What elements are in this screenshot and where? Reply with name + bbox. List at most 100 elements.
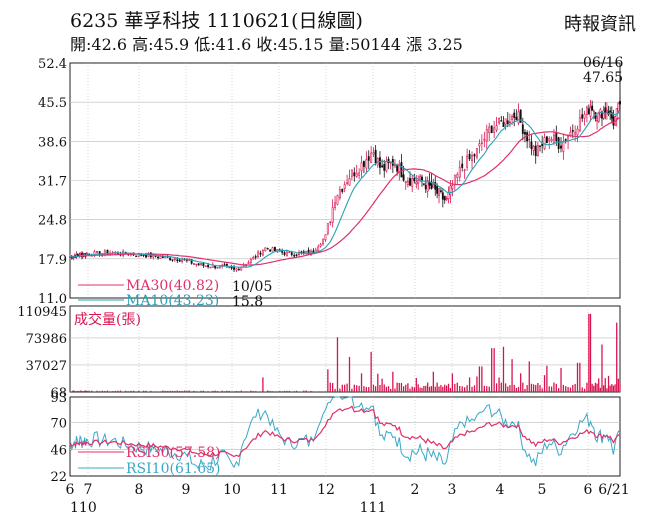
volume-bar bbox=[532, 384, 535, 392]
volume-bar bbox=[449, 388, 452, 392]
volume-bar bbox=[548, 386, 550, 392]
candle-body bbox=[365, 159, 368, 169]
candle-body bbox=[178, 259, 181, 262]
volume-bar bbox=[332, 383, 334, 392]
volume-bar bbox=[84, 390, 86, 392]
volume-bar bbox=[322, 391, 324, 392]
low-value-label: 15.8 bbox=[232, 294, 263, 310]
volume-bar bbox=[109, 391, 111, 392]
volume-bar bbox=[157, 391, 159, 392]
candle-body bbox=[519, 109, 522, 123]
volume-bar bbox=[535, 384, 537, 392]
volume-bar bbox=[341, 384, 343, 392]
close-value: 45.15 bbox=[277, 35, 324, 54]
volume-bar bbox=[430, 386, 433, 392]
candle-body bbox=[324, 234, 327, 241]
volume-bar bbox=[339, 388, 341, 392]
volume-bar bbox=[214, 390, 216, 392]
candle-body bbox=[605, 109, 608, 112]
x-tick-label: 6 bbox=[584, 482, 593, 498]
candle-body bbox=[434, 182, 437, 190]
price-tick-label: 17.9 bbox=[38, 253, 67, 268]
ma10-line bbox=[69, 111, 621, 268]
volume-bar bbox=[379, 384, 381, 392]
volume-bar bbox=[377, 373, 379, 392]
candle-body bbox=[281, 250, 284, 253]
candle-body bbox=[223, 264, 226, 266]
open-value: 42.6 bbox=[91, 35, 128, 54]
candle-body bbox=[517, 111, 520, 124]
volume-bar bbox=[85, 390, 87, 392]
candle-body bbox=[207, 264, 210, 268]
candle-body bbox=[273, 246, 276, 251]
candle-body bbox=[539, 145, 541, 147]
candle-body bbox=[312, 250, 315, 253]
ohlc-summary: 開:42.6 高:45.9 低:41.6 收:45.15 量:50144 漲 3… bbox=[70, 31, 463, 55]
volume-bar bbox=[351, 388, 353, 392]
volume-bar bbox=[83, 391, 85, 392]
x-tick-label: 6 bbox=[66, 482, 75, 498]
change-label: 漲 bbox=[406, 35, 423, 54]
candle-body bbox=[319, 243, 322, 247]
candle-body bbox=[355, 172, 358, 177]
volume-bar bbox=[70, 391, 72, 392]
candle-body bbox=[214, 265, 217, 269]
x-tick-label: 3 bbox=[448, 482, 457, 498]
candle-body bbox=[458, 166, 461, 178]
volume-bar bbox=[459, 385, 461, 392]
volume-bar bbox=[169, 390, 171, 392]
volume-bar bbox=[183, 390, 186, 392]
volume-bar bbox=[589, 313, 592, 392]
candle-body bbox=[502, 122, 505, 127]
candle-body bbox=[228, 266, 231, 269]
candle-body bbox=[341, 188, 344, 192]
candle-body bbox=[159, 256, 162, 259]
candle-body bbox=[534, 145, 537, 156]
volume-bar bbox=[346, 383, 348, 392]
volume-bar bbox=[329, 382, 331, 392]
volume-bar bbox=[464, 387, 466, 392]
x-tick-label: 11 bbox=[270, 482, 288, 498]
volume-bar bbox=[135, 391, 137, 392]
volume-bar bbox=[445, 385, 448, 392]
volume-bar bbox=[468, 377, 471, 392]
volume-bar bbox=[581, 387, 583, 392]
volume-bar bbox=[193, 390, 195, 392]
volume-bar bbox=[550, 386, 553, 392]
volume-bar bbox=[286, 390, 288, 392]
candle-body bbox=[96, 251, 98, 253]
candle-body bbox=[453, 174, 456, 186]
candle-body bbox=[528, 138, 531, 141]
volume-bar bbox=[419, 387, 421, 392]
candle-body bbox=[269, 249, 272, 252]
volume-bar bbox=[303, 390, 305, 392]
volume-bar bbox=[586, 382, 588, 392]
x-tick-label: 9 bbox=[182, 482, 191, 498]
volume-bar bbox=[82, 391, 84, 392]
volume-bar bbox=[541, 388, 543, 392]
volume-bar bbox=[619, 384, 621, 392]
volume-bar bbox=[444, 384, 446, 392]
candle-body bbox=[612, 116, 615, 126]
volume-bar bbox=[104, 390, 106, 392]
candle-body bbox=[293, 255, 296, 257]
volume-bar bbox=[483, 385, 485, 392]
volume-bar bbox=[576, 362, 579, 392]
volume-bar bbox=[212, 390, 214, 392]
volume-bar bbox=[300, 391, 303, 392]
volume-bar bbox=[188, 390, 190, 392]
volume-bar bbox=[596, 383, 598, 392]
candle-body bbox=[521, 124, 524, 134]
candle-body bbox=[171, 259, 174, 261]
rsi30-line bbox=[69, 405, 621, 458]
volume-bar bbox=[186, 390, 188, 392]
candle-body bbox=[381, 165, 384, 168]
volume-bar bbox=[106, 390, 109, 392]
volume-bar bbox=[88, 390, 90, 392]
candle-body bbox=[581, 114, 584, 119]
volume-bar bbox=[428, 386, 431, 392]
volume-bar bbox=[565, 386, 567, 392]
volume-bar bbox=[522, 382, 524, 392]
volume-bar bbox=[117, 390, 119, 392]
price-tick-label: 11.0 bbox=[38, 292, 67, 307]
